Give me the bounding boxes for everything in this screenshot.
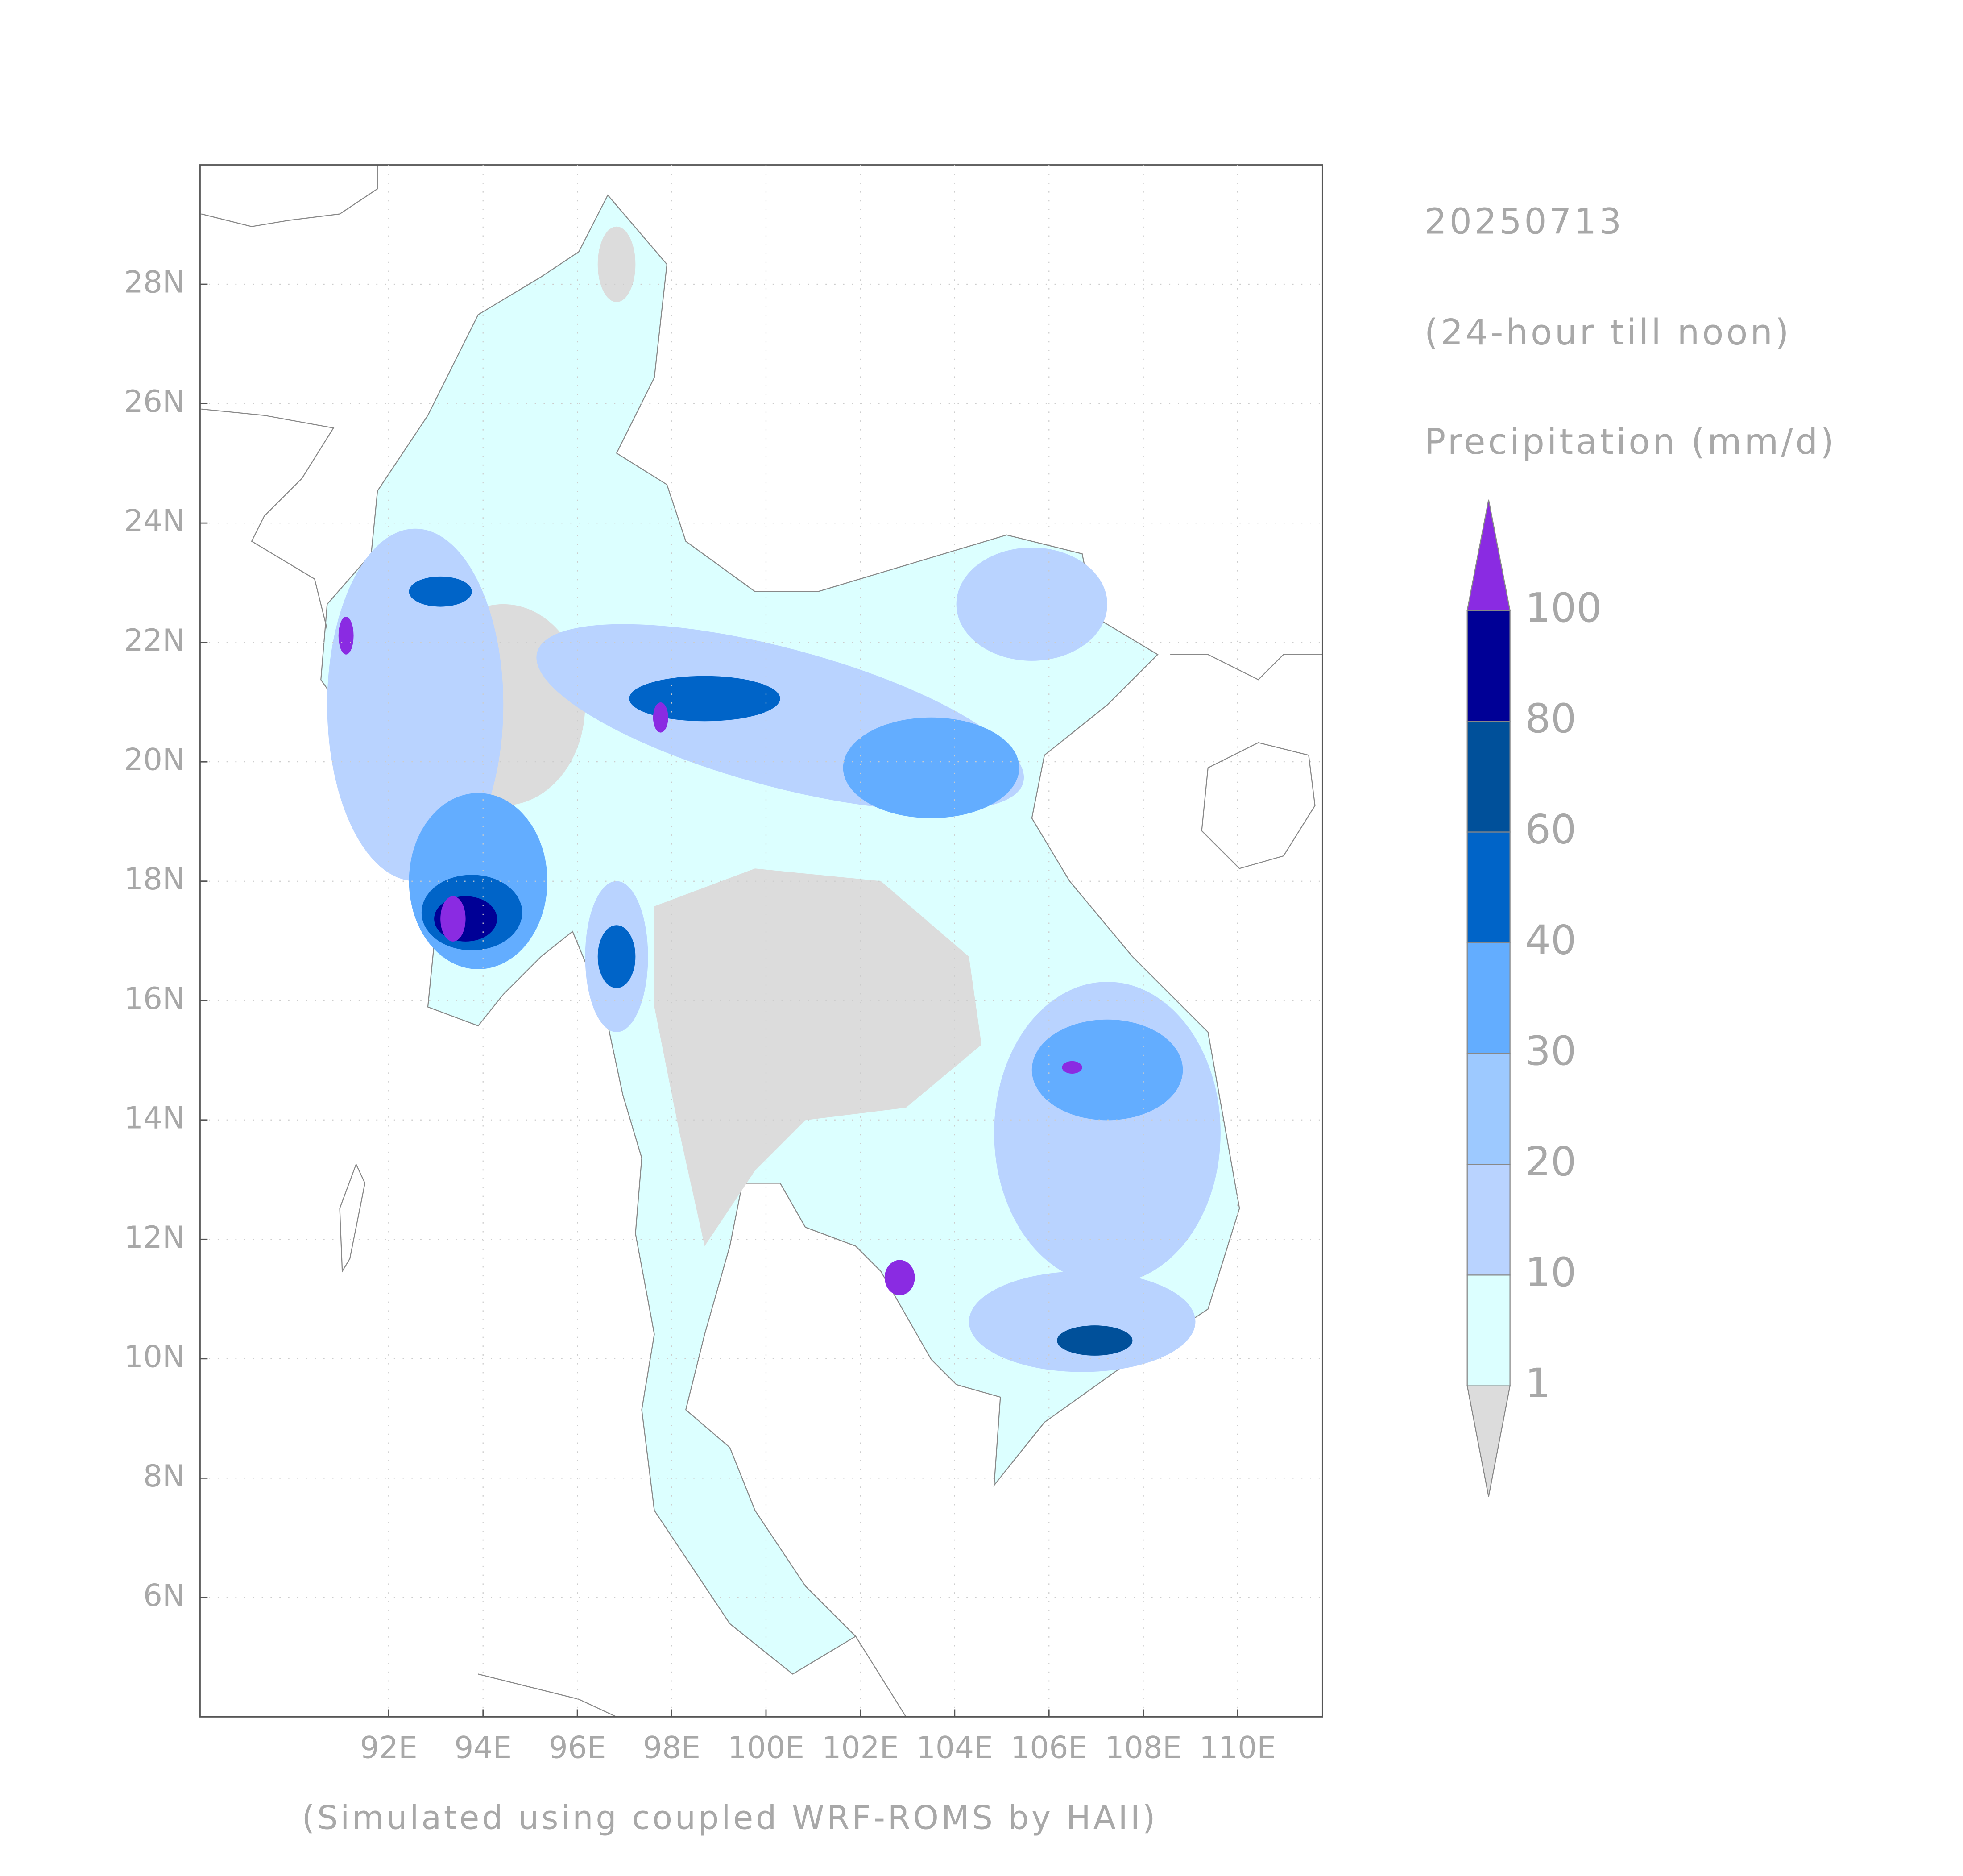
x-tick-label: 102E: [822, 1730, 899, 1765]
coastline: [478, 1673, 617, 1718]
y-tick-label: 18N: [124, 861, 185, 896]
y-tick-label: 28N: [124, 265, 185, 300]
rain-region: [1062, 1061, 1082, 1074]
x-tick-label: 110E: [1199, 1730, 1276, 1765]
colorbar-box: [1466, 831, 1511, 943]
y-tick-label: 20N: [124, 742, 185, 777]
period-label: (24-hour till noon): [1425, 312, 1791, 353]
map-frame: [199, 164, 1323, 1718]
colorbar-label: 80: [1525, 695, 1576, 742]
y-tick-label: 8N: [143, 1458, 185, 1494]
y-tick-label: 16N: [124, 981, 185, 1016]
colorbar-box: [1466, 1164, 1511, 1276]
island: [1201, 742, 1316, 869]
colorbar-box: [1466, 610, 1511, 722]
island: [339, 1163, 366, 1273]
coastline: [855, 1636, 907, 1718]
rain-region: [1057, 1325, 1133, 1356]
colorbar-box: [1466, 721, 1511, 833]
y-tick-label: 26N: [124, 384, 185, 419]
rain-region: [327, 528, 504, 881]
colorbar-label: 60: [1525, 806, 1576, 853]
variable-label: Precipitation (mm/d): [1425, 421, 1837, 462]
colorbar-box: [1466, 942, 1511, 1054]
colorbar-label: 30: [1525, 1028, 1576, 1075]
rain-region: [629, 676, 780, 722]
coastline: [201, 408, 335, 630]
colorbar-label: 10: [1525, 1249, 1576, 1296]
x-tick-label: 94E: [454, 1730, 512, 1765]
dry-region: [654, 868, 981, 1246]
rain-region: [440, 896, 466, 942]
x-tick-label: 98E: [643, 1730, 700, 1765]
colorbar-label: 100: [1525, 585, 1602, 631]
y-tick-label: 12N: [124, 1220, 185, 1255]
rain-region: [409, 576, 472, 607]
x-tick-label: 100E: [728, 1730, 804, 1765]
dry-region: [597, 226, 636, 302]
footer: (Simulated using coupled WRF-ROMS by HAI…: [302, 1799, 1158, 1837]
rain-region: [1031, 1019, 1183, 1121]
y-tick-label: 14N: [124, 1100, 185, 1135]
x-tick-label: 96E: [549, 1730, 606, 1765]
y-tick-label: 10N: [124, 1339, 185, 1374]
x-tick-label: 108E: [1105, 1730, 1182, 1765]
rain-region: [843, 717, 1019, 818]
x-tick-label: 104E: [916, 1730, 993, 1765]
colorbar-over: [1466, 499, 1511, 611]
rain-region: [338, 617, 354, 655]
colorbar-box: [1466, 1274, 1511, 1386]
rain-region: [653, 702, 668, 733]
x-tick-label: 106E: [1010, 1730, 1087, 1765]
colorbar-label: 1: [1525, 1360, 1550, 1407]
x-tick-label: 92E: [360, 1730, 418, 1765]
rain-region: [969, 1271, 1196, 1372]
land: [201, 165, 1323, 1718]
y-tick-label: 22N: [124, 623, 185, 658]
colorbar-label: 20: [1525, 1138, 1576, 1185]
date-label: 20250713: [1425, 201, 1624, 242]
y-tick-label: 6N: [143, 1577, 185, 1613]
colorbar-label: 40: [1525, 917, 1576, 964]
y-tick-label: 24N: [124, 503, 185, 539]
rain-region: [884, 1260, 915, 1295]
rain-region: [956, 547, 1108, 661]
rain-region: [597, 925, 636, 988]
coastline: [201, 165, 378, 227]
colorbar-under: [1466, 1385, 1511, 1497]
colorbar-box: [1466, 1053, 1511, 1165]
coastline: [1170, 654, 1323, 681]
